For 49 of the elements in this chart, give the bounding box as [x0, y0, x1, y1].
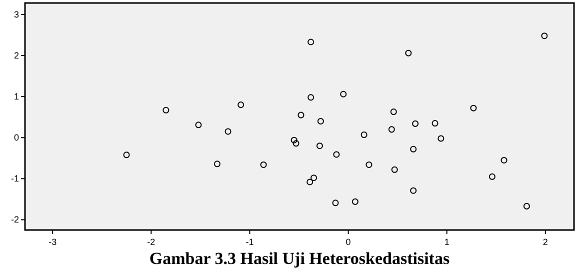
- point: [541, 32, 548, 40]
- point: [162, 106, 170, 114]
- point: [352, 198, 358, 205]
- point: [405, 50, 412, 56]
- x-tick-label: 2: [542, 237, 548, 247]
- point: [470, 104, 477, 112]
- y-tick-label: -1: [10, 174, 19, 184]
- y-tick-label: 1: [14, 92, 19, 102]
- point: [224, 128, 232, 135]
- point: [438, 135, 444, 142]
- point: [306, 178, 314, 186]
- point: [366, 161, 372, 168]
- y-tick-label: 3: [14, 9, 19, 20]
- point: [214, 160, 220, 168]
- point: [308, 38, 314, 46]
- point: [388, 126, 395, 133]
- x-tick-label: -1: [246, 237, 254, 247]
- point: [290, 136, 298, 144]
- point: [488, 173, 496, 180]
- point: [260, 161, 267, 168]
- point: [410, 187, 417, 194]
- point: [333, 151, 340, 158]
- point: [410, 146, 417, 152]
- point: [316, 142, 323, 150]
- point: [360, 132, 368, 138]
- x-tick-label: -2: [147, 237, 156, 247]
- x-tick-label: -3: [48, 237, 57, 247]
- x-tick-label: 1: [444, 237, 450, 247]
- point: [523, 202, 530, 210]
- y-tick-label: -2: [10, 214, 19, 225]
- point: [292, 140, 300, 147]
- point: [391, 166, 398, 173]
- point: [195, 122, 202, 128]
- point: [308, 94, 314, 101]
- y-tick-label: 0: [14, 132, 19, 143]
- text: Gambar 3.3 Hasil Uji Heteroskedastisitas: [149, 249, 450, 268]
- point: [332, 200, 339, 206]
- point: [432, 120, 438, 127]
- point: [238, 102, 244, 108]
- point: [500, 156, 508, 164]
- point: [340, 90, 347, 98]
- point: [412, 120, 419, 127]
- point: [123, 152, 130, 158]
- x-tick-label: 0: [346, 237, 351, 247]
- point: [298, 112, 304, 118]
- y-tick-label: 2: [14, 50, 19, 61]
- point: [390, 108, 397, 116]
- point: [317, 118, 324, 124]
- point: [310, 174, 318, 182]
